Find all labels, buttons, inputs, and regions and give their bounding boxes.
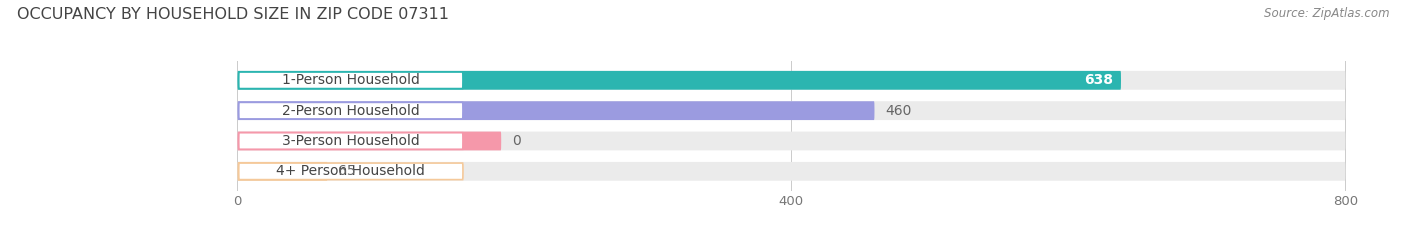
Text: OCCUPANCY BY HOUSEHOLD SIZE IN ZIP CODE 07311: OCCUPANCY BY HOUSEHOLD SIZE IN ZIP CODE … xyxy=(17,7,449,22)
Text: 2-Person Household: 2-Person Household xyxy=(283,104,420,118)
FancyBboxPatch shape xyxy=(238,162,328,181)
Text: 1-Person Household: 1-Person Household xyxy=(283,73,420,87)
FancyBboxPatch shape xyxy=(238,71,1346,90)
Text: 460: 460 xyxy=(884,104,911,118)
Text: Source: ZipAtlas.com: Source: ZipAtlas.com xyxy=(1264,7,1389,20)
FancyBboxPatch shape xyxy=(238,101,1346,120)
Text: 65: 65 xyxy=(337,164,356,178)
Text: 3-Person Household: 3-Person Household xyxy=(283,134,420,148)
Text: 4+ Person Household: 4+ Person Household xyxy=(277,164,425,178)
Text: 0: 0 xyxy=(512,134,520,148)
FancyBboxPatch shape xyxy=(238,132,501,150)
FancyBboxPatch shape xyxy=(239,163,463,180)
FancyBboxPatch shape xyxy=(238,162,1346,181)
FancyBboxPatch shape xyxy=(239,72,463,89)
FancyBboxPatch shape xyxy=(238,132,1346,150)
FancyBboxPatch shape xyxy=(238,71,1121,90)
Text: 638: 638 xyxy=(1084,73,1114,87)
FancyBboxPatch shape xyxy=(239,133,463,149)
FancyBboxPatch shape xyxy=(238,101,875,120)
FancyBboxPatch shape xyxy=(239,102,463,119)
